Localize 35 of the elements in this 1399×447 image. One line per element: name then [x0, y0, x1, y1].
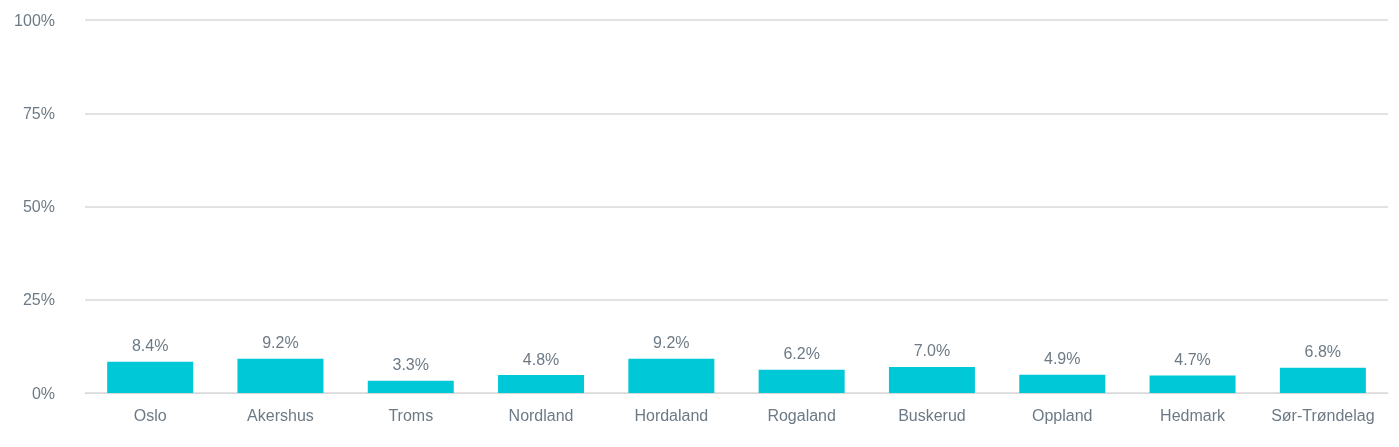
bar: [237, 358, 324, 393]
bar: [1149, 375, 1236, 393]
data-label: 6.8%: [1304, 343, 1342, 361]
x-tick-label: Hedmark: [1160, 406, 1226, 424]
x-tick-label: Oppland: [1032, 406, 1093, 424]
data-label: 9.2%: [653, 334, 690, 352]
bar: [107, 361, 194, 393]
data-label: 6.2%: [783, 345, 820, 363]
y-tick-label: 50%: [22, 198, 55, 215]
data-label: 9.2%: [262, 334, 299, 352]
y-tick-label: 0%: [31, 384, 55, 402]
data-label: 4.7%: [1174, 350, 1211, 368]
x-tick-label: Nordland: [508, 406, 574, 424]
x-tick-label: Akershus: [247, 406, 314, 424]
x-tick-label: Sør-Trøndelag: [1271, 406, 1375, 424]
bar: [628, 358, 715, 393]
bar: [1019, 374, 1106, 393]
y-tick-label: 25%: [22, 291, 55, 309]
data-label: 4.9%: [1044, 350, 1081, 368]
y-tick-label: 100%: [14, 11, 55, 29]
bar: [498, 375, 585, 393]
x-tick-label: Troms: [388, 406, 434, 424]
data-label: 3.3%: [392, 356, 429, 374]
x-tick-label: Hordaland: [634, 406, 709, 424]
data-label: 7.0%: [913, 342, 951, 360]
data-label: 4.8%: [522, 350, 560, 368]
data-label: 8.4%: [131, 337, 169, 355]
x-tick-label: Rogaland: [767, 406, 836, 424]
y-tick-label: 75%: [22, 104, 55, 122]
bar: [888, 366, 975, 393]
bar: [758, 369, 845, 393]
x-tick-label: Buskerud: [898, 406, 966, 424]
bar: [367, 380, 454, 393]
bar: [1279, 367, 1366, 393]
x-tick-label: Oslo: [133, 406, 167, 424]
